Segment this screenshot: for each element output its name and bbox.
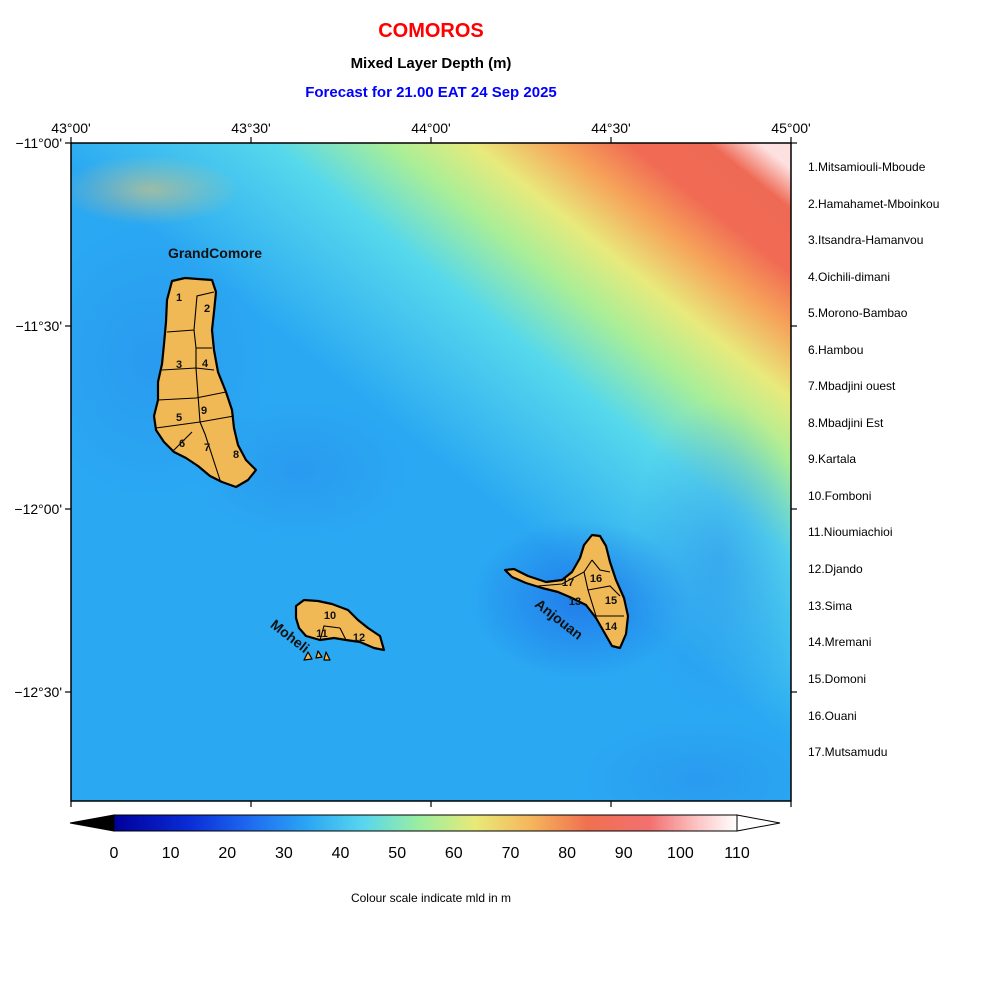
legend-entry: 17.Mutsamudu bbox=[808, 745, 887, 759]
district-legend: 1.Mitsamiouli-Mboude 2.Hamahamet-Mboinko… bbox=[808, 160, 939, 759]
colorbar-tick: 30 bbox=[275, 845, 293, 862]
district-number: 14 bbox=[605, 621, 618, 633]
legend-entry: 15.Domoni bbox=[808, 672, 866, 686]
district-number: 10 bbox=[324, 610, 336, 622]
district-number: 1 bbox=[176, 292, 182, 304]
colorbar-caption: Colour scale indicate mld in m bbox=[351, 891, 511, 905]
colorbar-tick: 50 bbox=[388, 845, 406, 862]
colorbar-tick: 10 bbox=[162, 845, 180, 862]
lat-label: −12°30' bbox=[14, 684, 62, 700]
district-number: 8 bbox=[233, 449, 239, 461]
colorbar-scale bbox=[113, 814, 738, 832]
legend-entry: 11.Nioumiachioi bbox=[808, 525, 893, 539]
legend-entry: 5.Morono-Bambao bbox=[808, 306, 908, 320]
district-number: 12 bbox=[353, 632, 365, 644]
district-number: 15 bbox=[605, 595, 617, 607]
forecast-label: Forecast for 21.00 EAT 24 Sep 2025 bbox=[305, 84, 557, 101]
grand-comore-island bbox=[152, 276, 258, 489]
colorbar-tick: 70 bbox=[502, 845, 520, 862]
colorbar-tick: 0 bbox=[110, 845, 119, 862]
district-number: 4 bbox=[202, 358, 209, 370]
colorbar-max-triangle bbox=[736, 814, 781, 832]
lon-label: 43°30' bbox=[231, 120, 270, 136]
legend-entry: 3.Itsandra-Hamanvou bbox=[808, 233, 923, 247]
district-number: 16 bbox=[590, 573, 602, 585]
colorbar-tick: 80 bbox=[558, 845, 576, 862]
district-number: 6 bbox=[179, 438, 185, 450]
map-title: COMOROS bbox=[378, 20, 484, 42]
legend-entry: 10.Fomboni bbox=[808, 489, 871, 503]
colorbar-min-triangle bbox=[69, 814, 115, 832]
district-number: 5 bbox=[176, 412, 182, 424]
lat-label: −12°00' bbox=[14, 501, 62, 517]
legend-entry: 16.Ouani bbox=[808, 709, 857, 723]
legend-entry: 6.Hambou bbox=[808, 343, 863, 357]
district-number: 3 bbox=[176, 359, 182, 371]
legend-entry: 13.Sima bbox=[808, 599, 852, 613]
lon-label: 44°30' bbox=[591, 120, 630, 136]
legend-entry: 1.Mitsamiouli-Mboude bbox=[808, 160, 926, 174]
grand-comore-districts bbox=[155, 291, 235, 481]
legend-entry: 2.Hamahamet-Mboinkou bbox=[808, 197, 939, 211]
district-number: 2 bbox=[204, 303, 210, 315]
district-number: 11 bbox=[316, 628, 328, 640]
legend-entry: 9.Kartala bbox=[808, 452, 856, 466]
legend-entry: 14.Mremani bbox=[808, 635, 871, 649]
colorbar-tick: 90 bbox=[615, 845, 633, 862]
legend-entry: 8.Mbadjini Est bbox=[808, 416, 884, 430]
anjouan-districts bbox=[537, 559, 624, 617]
colorbar-ticks: 0 10 20 30 40 50 60 70 80 90 100 110 bbox=[110, 845, 750, 862]
map-subtitle: Mixed Layer Depth (m) bbox=[350, 55, 512, 72]
lon-label: 43°00' bbox=[51, 120, 90, 136]
district-number: 17 bbox=[562, 577, 574, 589]
colorbar-tick: 100 bbox=[667, 845, 694, 862]
district-numbers: 1 2 3 4 5 6 7 8 9 10 11 12 13 14 15 16 1… bbox=[176, 292, 618, 644]
lon-label: 44°00' bbox=[411, 120, 450, 136]
legend-entry: 12.Djando bbox=[808, 562, 863, 576]
district-number: 9 bbox=[201, 405, 207, 417]
colorbar-tick: 60 bbox=[445, 845, 463, 862]
colorbar-tick: 40 bbox=[332, 845, 350, 862]
colorbar-tick: 20 bbox=[218, 845, 236, 862]
moheli-districts bbox=[319, 625, 347, 641]
lat-label: −11°30' bbox=[15, 318, 62, 334]
mld-field bbox=[71, 143, 791, 801]
district-number: 13 bbox=[569, 596, 581, 608]
axis-ticks bbox=[65, 137, 797, 807]
longitude-labels: 43°00' 43°30' 44°00' 44°30' 45°00' bbox=[51, 120, 810, 136]
district-number: 7 bbox=[204, 442, 210, 454]
anjouan-island bbox=[503, 533, 630, 650]
colorbar bbox=[69, 814, 781, 832]
grand-comore-label: GrandComore bbox=[168, 245, 262, 261]
colorbar-tick: 110 bbox=[724, 845, 750, 862]
latitude-labels: −11°00' −11°30' −12°00' −12°30' bbox=[14, 135, 62, 700]
lat-label: −11°00' bbox=[15, 135, 62, 151]
moheli-island bbox=[294, 598, 386, 661]
legend-entry: 7.Mbadjini ouest bbox=[808, 379, 896, 393]
lon-label: 45°00' bbox=[771, 120, 810, 136]
legend-entry: 4.Oichili-dimani bbox=[808, 270, 890, 284]
